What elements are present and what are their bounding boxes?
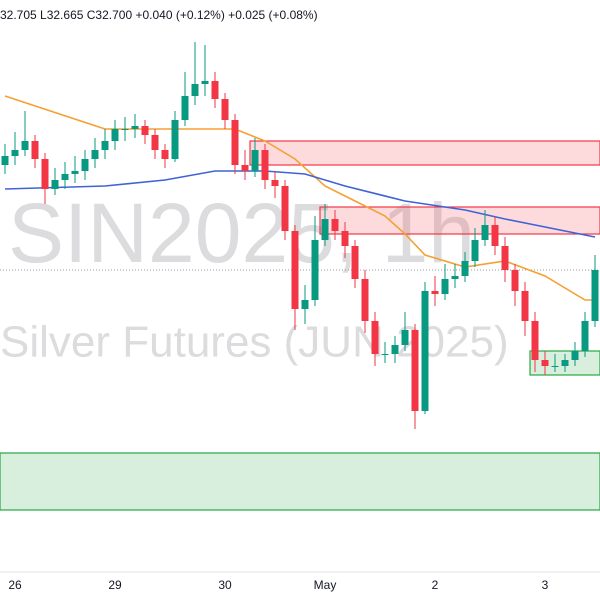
candle-body [161, 150, 169, 159]
candle-body [21, 141, 29, 150]
candle-body [31, 141, 39, 159]
candle-body [111, 129, 119, 141]
x-tick-label: 26 [8, 578, 22, 592]
candle-body [501, 246, 509, 270]
candle-body [241, 165, 249, 171]
candle-body [401, 330, 409, 345]
moving-average [4, 95, 595, 301]
candle-body [541, 360, 549, 366]
candle-body [271, 180, 279, 186]
candle-body [131, 126, 139, 129]
moving-average [4, 170, 596, 238]
candle-body [461, 261, 469, 276]
watermark: SIN2025, 1h [8, 186, 475, 280]
candle-body [531, 321, 539, 360]
candle-body [521, 291, 529, 321]
watermark-subtitle: Silver Futures (JUN 2025) [0, 318, 509, 367]
candle-body [341, 231, 349, 246]
candle-body [321, 219, 329, 240]
header: 32.705 L32.665 C32.700 +0.040 (+0.12%) +… [0, 8, 318, 22]
candle-body [581, 321, 589, 351]
candle-body [261, 150, 269, 180]
candle-body [491, 225, 499, 246]
candle-body [371, 321, 379, 354]
candle-body [391, 345, 399, 354]
candle-body [211, 81, 219, 99]
candle-body [311, 240, 319, 300]
candle-body [451, 276, 459, 279]
candle-body [51, 180, 59, 189]
candle-body [71, 171, 79, 174]
zone [0, 452, 600, 511]
candle-body [191, 84, 199, 96]
candle-body [281, 186, 289, 231]
candle-body [221, 99, 229, 120]
candle-body [291, 231, 299, 309]
zone [249, 140, 600, 166]
x-tick-label: 2 [432, 578, 439, 592]
candle-body [251, 150, 259, 171]
plot [0, 42, 600, 511]
candle-body [571, 351, 579, 360]
candle-body [61, 174, 69, 180]
zone [319, 206, 600, 235]
candle-body [471, 240, 479, 261]
candle-body [361, 279, 369, 321]
candle-body [331, 219, 339, 231]
candle-body [551, 366, 559, 367]
candle-body [591, 270, 599, 321]
candle-body [121, 129, 129, 130]
candle-body [421, 291, 429, 411]
x-tick-label: May [314, 578, 337, 592]
candle-body [411, 330, 419, 411]
candle-body [141, 126, 149, 135]
candle-body [231, 120, 239, 165]
candle-body [561, 360, 569, 366]
candle-body [431, 291, 439, 294]
x-tick-label: 3 [542, 578, 549, 592]
candle-body [181, 96, 189, 120]
candle-body [91, 150, 99, 159]
candle-body [351, 246, 359, 279]
candle-body [381, 354, 389, 355]
candle-body [81, 159, 89, 171]
candle-body [511, 270, 519, 291]
candle-body [201, 81, 209, 84]
candle-body [101, 141, 109, 150]
candle-body [171, 120, 179, 159]
candle-body [41, 159, 49, 189]
candle-body [301, 300, 309, 309]
candle-body [441, 279, 449, 294]
candle-body [481, 225, 489, 240]
candle-body [151, 135, 159, 150]
x-tick-label: 29 [108, 578, 122, 592]
candle-body [11, 150, 19, 156]
candle-body [1, 156, 9, 165]
x-tick-label: 30 [218, 578, 232, 592]
